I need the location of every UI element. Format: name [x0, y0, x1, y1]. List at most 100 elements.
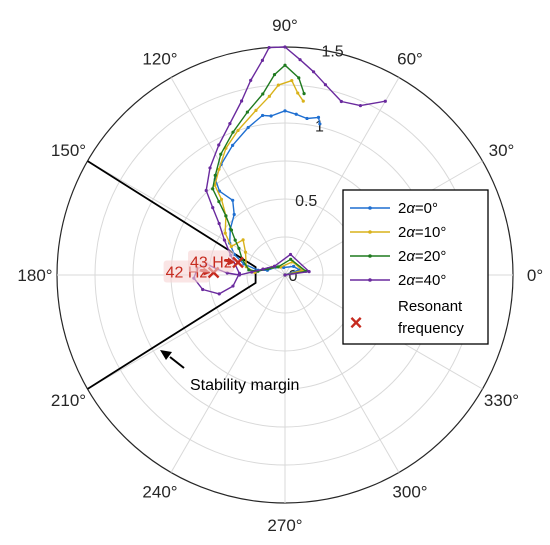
series-point	[267, 94, 271, 98]
series-point	[223, 231, 227, 235]
legend-swatch-point	[368, 230, 372, 234]
series-point	[219, 152, 223, 156]
series-point	[358, 103, 363, 108]
legend-entry: 2α=0°	[350, 200, 438, 217]
series-point	[231, 284, 235, 288]
series-point	[231, 143, 235, 147]
series-point	[272, 264, 277, 268]
series-point	[261, 267, 265, 271]
theta-tick-label: 240°	[142, 483, 177, 502]
series-group	[211, 63, 308, 277]
theta-tick-label: 300°	[392, 483, 427, 502]
theta-tick-label: 120°	[142, 49, 177, 68]
series-point	[289, 257, 293, 261]
series-point	[217, 292, 221, 296]
series-point	[318, 122, 322, 126]
series-point	[204, 188, 208, 193]
series-point	[283, 45, 287, 49]
theta-tick-label: 270°	[267, 516, 302, 535]
series-point	[276, 83, 280, 87]
series-point	[305, 116, 309, 121]
grid-spoke	[87, 160, 286, 276]
r-tick-labels: 0 0.5 1 1.5	[289, 43, 344, 285]
grid-spoke	[170, 274, 286, 473]
series-point	[283, 273, 287, 277]
series-point	[231, 130, 235, 134]
series-point	[211, 187, 215, 191]
legend-swatch-point	[368, 278, 372, 282]
series-point	[245, 110, 249, 114]
legend-swatch-point	[368, 206, 372, 210]
theta-tick-label: 0°	[527, 266, 543, 285]
series-point	[302, 91, 306, 96]
series-point	[297, 76, 301, 80]
legend-entry: 2α=40°	[350, 272, 446, 289]
grid-spoke	[284, 77, 400, 276]
theta-tick-labels: 0° 30° 60° 90° 120° 150° 180° 210° 240° 270° 300° 3…	[17, 16, 543, 535]
resonant-label-bg	[188, 250, 235, 273]
stability-margin-line	[87, 160, 257, 390]
legend-entry: 2α=10°	[350, 224, 446, 241]
theta-tick-label: 60°	[397, 49, 423, 68]
stability-arrow-shaft	[169, 356, 185, 369]
series-point	[261, 92, 265, 96]
series-point	[276, 265, 280, 269]
legend-label: 2α=40°	[398, 272, 446, 289]
series-point	[208, 166, 212, 170]
series-point	[237, 271, 242, 276]
series-point	[233, 238, 237, 242]
legend: 2α=0° 2α=10° 2α=20° 2α=40° × Resonant frequ…	[342, 189, 489, 345]
resonant-cross	[232, 256, 244, 269]
stability-margin-label: Stability margin	[190, 377, 299, 394]
series-point	[217, 199, 221, 204]
theta-tick-label: 90°	[272, 16, 298, 35]
theta-tick-label: 30°	[489, 141, 515, 160]
stability-arrow-head	[160, 350, 172, 360]
series-point	[269, 114, 273, 118]
series-point	[249, 78, 253, 83]
legend-swatch-point	[368, 254, 372, 258]
legend-entry: 2α=20°	[350, 248, 446, 265]
series-point	[339, 99, 343, 104]
series-point	[237, 246, 241, 250]
series-point	[290, 78, 294, 83]
series-point	[231, 198, 235, 202]
series-line	[214, 79, 304, 276]
stability-annotation: Stability margin	[160, 350, 299, 394]
resonant-frequency-label: 43 Hz	[190, 254, 232, 271]
series-point	[288, 252, 293, 257]
series-point	[296, 91, 300, 95]
series-point	[247, 268, 251, 272]
series-point	[283, 63, 287, 67]
theta-tick-label: 210°	[51, 391, 86, 410]
series-point	[294, 112, 298, 116]
series-point	[246, 125, 250, 130]
series-point	[291, 264, 296, 269]
series-point	[243, 250, 248, 254]
series-point	[267, 45, 271, 50]
series-point	[240, 99, 244, 103]
series-point	[211, 206, 215, 210]
legend-label: 2α=10°	[398, 224, 446, 241]
series-point	[298, 58, 302, 62]
r-tick-label: 0.5	[295, 193, 317, 210]
series-point	[260, 113, 265, 118]
series-point	[229, 244, 233, 249]
series-point	[217, 167, 221, 171]
r-tick-label: 0	[289, 268, 298, 285]
series-point	[323, 83, 328, 87]
series-point	[228, 121, 232, 126]
series-point	[217, 221, 221, 226]
series-point	[224, 214, 228, 218]
theta-tick-label: 330°	[484, 391, 519, 410]
series-point	[301, 99, 305, 103]
series-point	[229, 228, 234, 232]
series-point	[222, 238, 227, 242]
series-point	[217, 143, 221, 147]
grid-spoke	[284, 274, 400, 473]
series-point	[201, 287, 205, 292]
series-point	[383, 99, 387, 103]
theta-tick-label: 150°	[51, 141, 86, 160]
